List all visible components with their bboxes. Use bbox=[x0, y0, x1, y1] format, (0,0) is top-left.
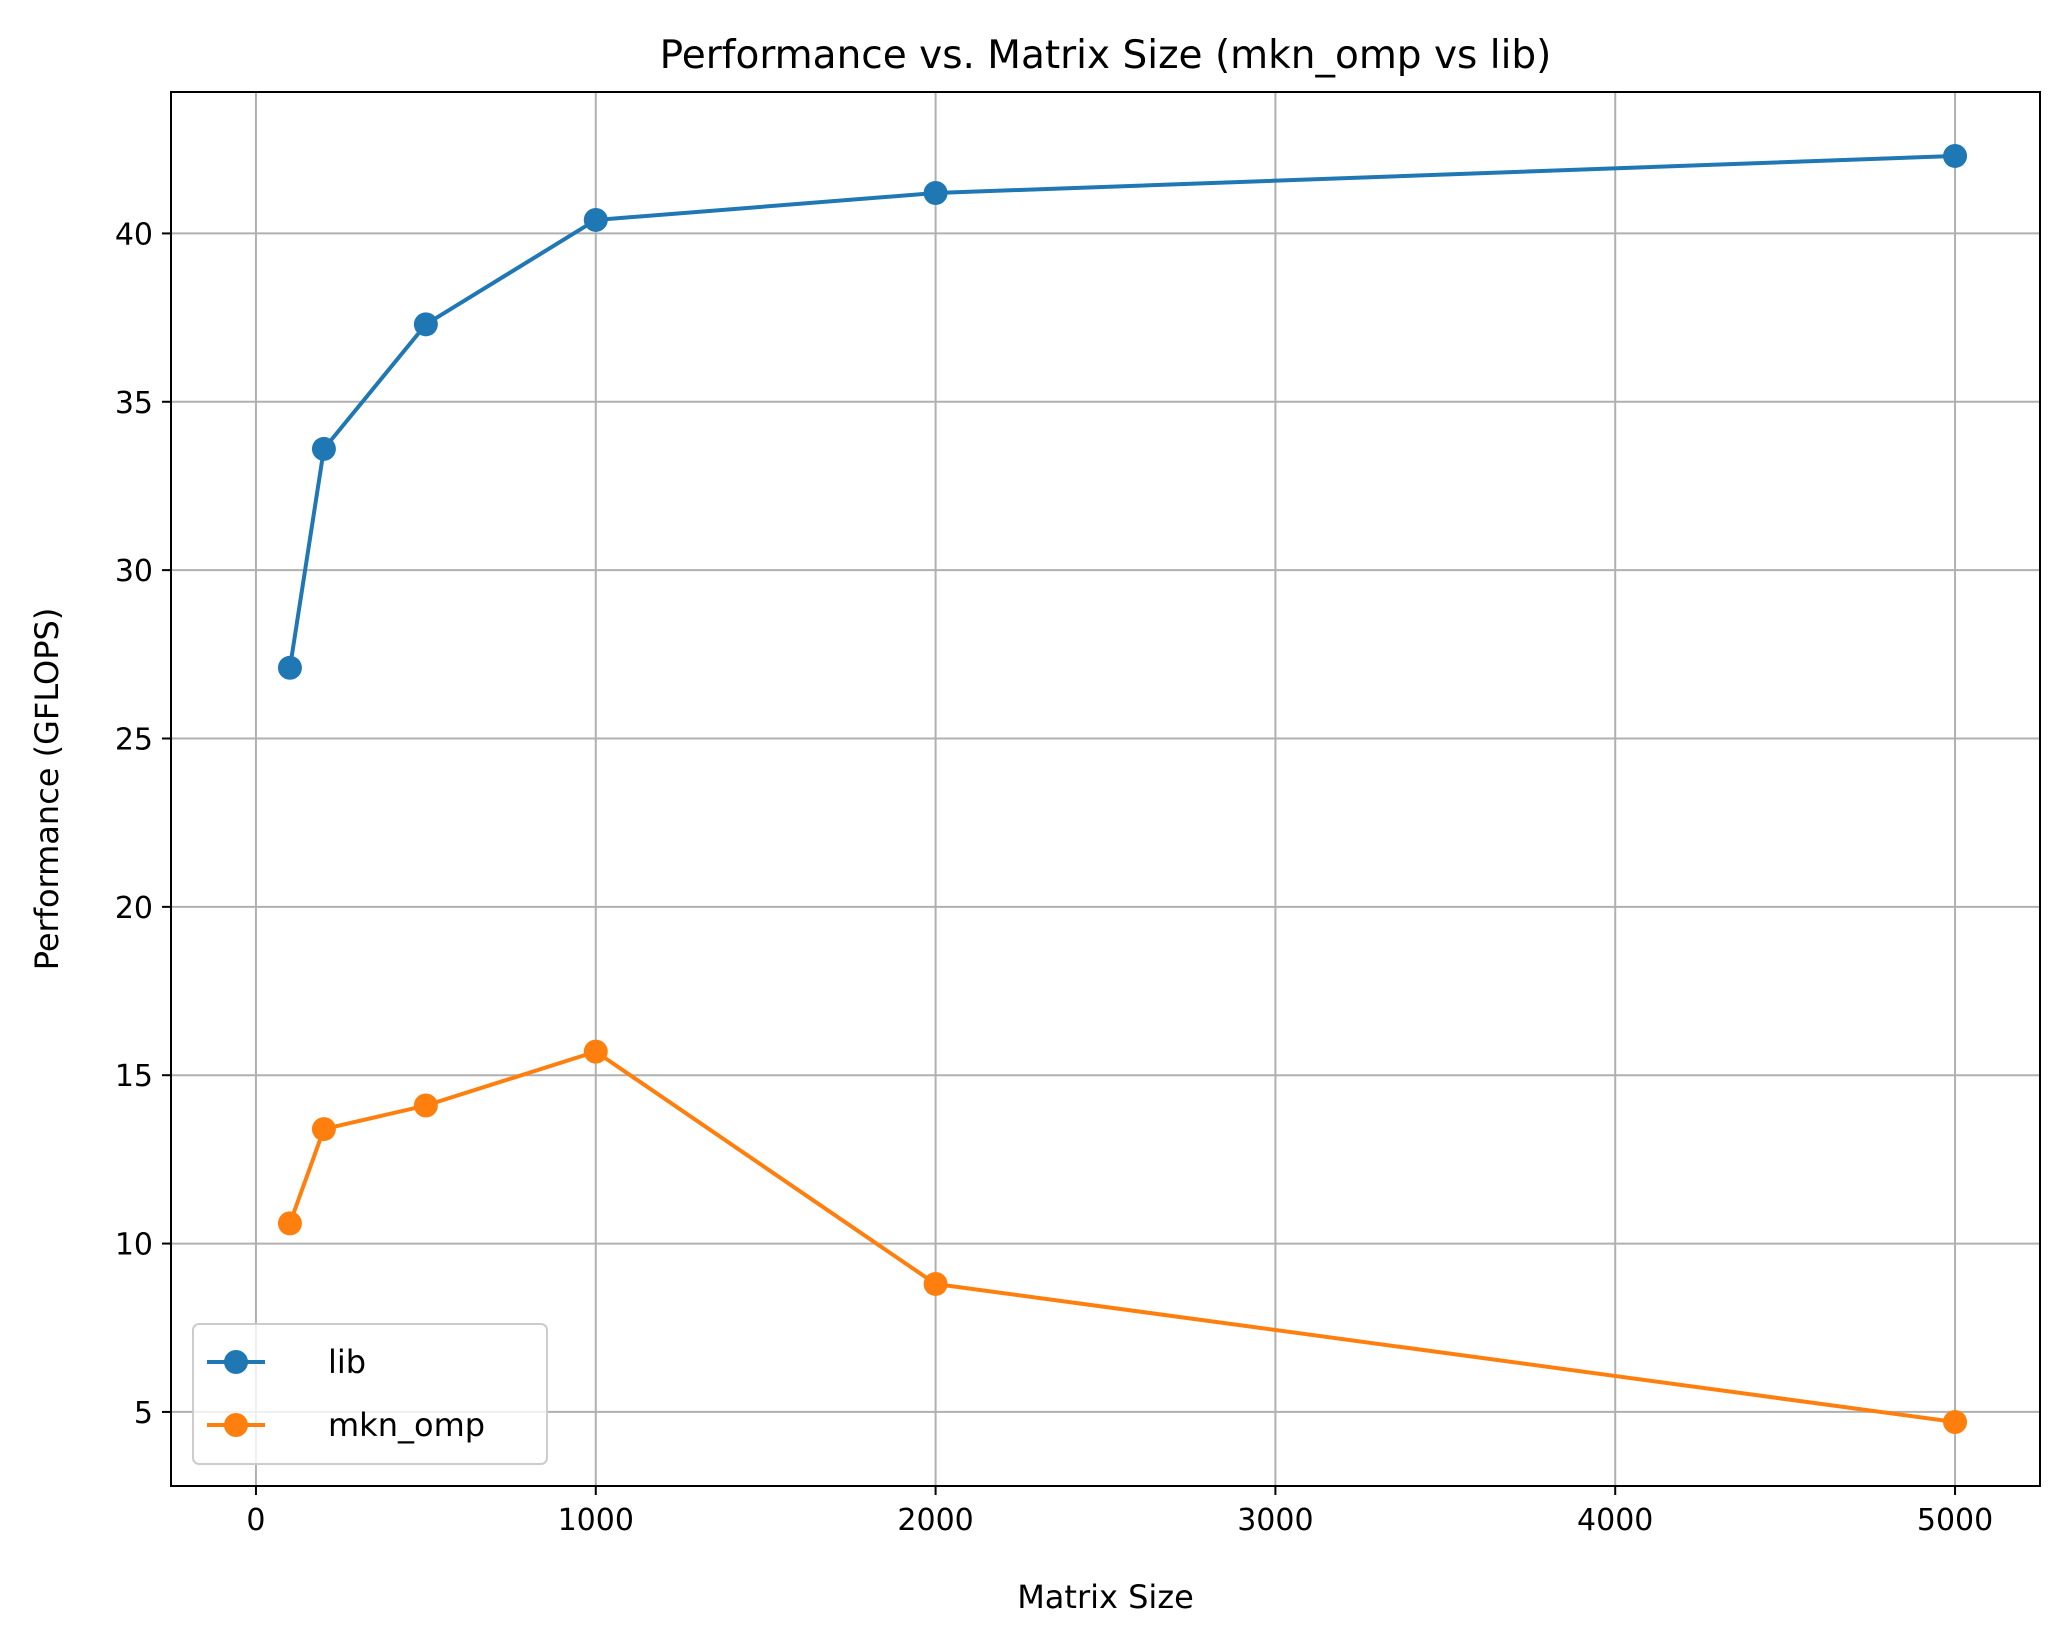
plot-frame bbox=[170, 91, 2041, 1487]
axis-ticks: 0 1000 2000 3000 4000 5000 5 10 15 20 25 30 35 40 bbox=[115, 217, 1993, 1538]
y-tick-label: 20 bbox=[115, 891, 153, 926]
legend-marker-lib bbox=[224, 1350, 248, 1374]
x-tick-label: 2000 bbox=[897, 1503, 973, 1538]
data-point-lib bbox=[311, 436, 336, 461]
y-tick-label: 25 bbox=[115, 722, 153, 757]
legend-marker-mkn_omp bbox=[224, 1413, 248, 1437]
y-tick-label: 30 bbox=[115, 554, 153, 589]
data-point-mkn_omp bbox=[1943, 1410, 1968, 1435]
legend-item-lib: lib bbox=[207, 1343, 366, 1381]
legend-label-lib: lib bbox=[328, 1343, 366, 1381]
data-point-mkn_omp bbox=[923, 1271, 948, 1296]
series-lib bbox=[277, 143, 1968, 680]
y-tick-label: 5 bbox=[134, 1396, 153, 1431]
data-point-lib bbox=[413, 312, 438, 337]
x-tick-label: 1000 bbox=[558, 1503, 634, 1538]
y-tick-label: 35 bbox=[115, 386, 153, 421]
y-tick-label: 15 bbox=[115, 1059, 153, 1094]
y-axis-label: Performance (GFLOPS) bbox=[28, 608, 66, 971]
grid-lines bbox=[171, 92, 2040, 1486]
chart-title: Performance vs. Matrix Size (mkn_omp vs … bbox=[660, 33, 1552, 78]
series-layer bbox=[277, 143, 1968, 1435]
data-point-mkn_omp bbox=[413, 1093, 438, 1118]
legend-box bbox=[192, 1323, 548, 1465]
series-line-lib bbox=[287, 153, 1958, 671]
legend: lib mkn_omp bbox=[192, 1323, 548, 1465]
data-point-lib bbox=[1943, 143, 1968, 168]
legend-item-mkn_omp: mkn_omp bbox=[207, 1406, 485, 1444]
data-point-lib bbox=[277, 655, 302, 680]
x-tick-label: 3000 bbox=[1237, 1503, 1313, 1538]
data-point-mkn_omp bbox=[277, 1211, 302, 1236]
data-point-mkn_omp bbox=[583, 1039, 608, 1064]
y-tick-label: 40 bbox=[115, 217, 153, 252]
legend-items: lib mkn_omp bbox=[207, 1343, 485, 1444]
legend-label-mkn_omp: mkn_omp bbox=[328, 1406, 485, 1444]
x-axis-label: Matrix Size bbox=[1017, 1578, 1194, 1616]
y-tick-label: 10 bbox=[115, 1228, 153, 1263]
data-point-mkn_omp bbox=[311, 1117, 336, 1142]
x-tick-label: 5000 bbox=[1917, 1503, 1993, 1538]
data-point-lib bbox=[583, 207, 608, 232]
data-point-lib bbox=[923, 181, 948, 206]
x-tick-label: 0 bbox=[246, 1503, 265, 1538]
x-tick-label: 4000 bbox=[1577, 1503, 1653, 1538]
series-line-mkn_omp bbox=[287, 1049, 1958, 1425]
series-mkn_omp bbox=[277, 1039, 1968, 1435]
